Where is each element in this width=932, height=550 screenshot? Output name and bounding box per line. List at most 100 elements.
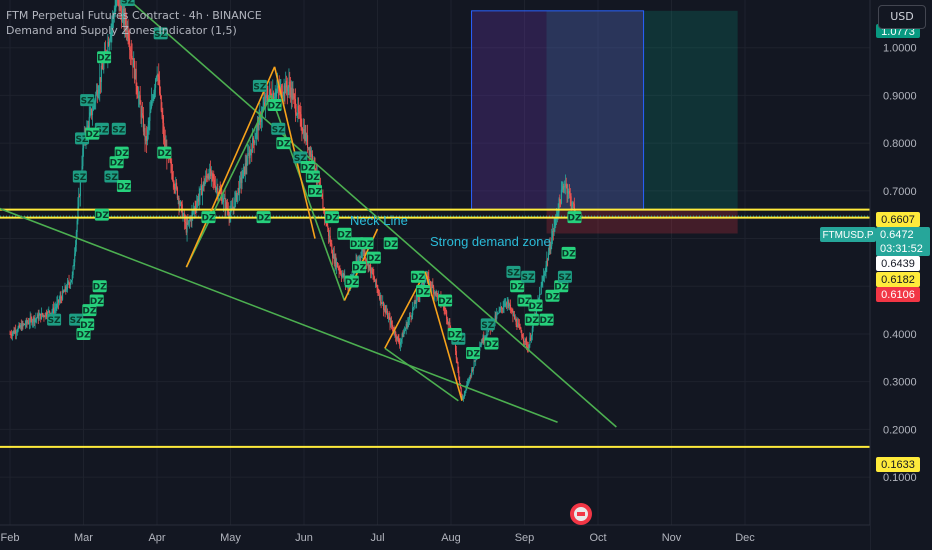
candle-body (407, 322, 409, 328)
zone-label-text: DZ (325, 214, 339, 224)
zone-label-box (276, 137, 291, 150)
candle-body (301, 127, 303, 131)
zone-label-box (92, 280, 107, 293)
candle-body (481, 342, 483, 344)
time-tick-label: Dec (735, 532, 755, 544)
candle-body (132, 58, 134, 68)
zone-label-box (545, 289, 560, 302)
candle-body (468, 376, 470, 382)
candle-body (251, 150, 253, 153)
candle-body (231, 207, 233, 209)
price-tick-label: 0.4000 (883, 329, 917, 341)
candle-body (241, 178, 243, 183)
demand-zone-label: DZ (567, 211, 582, 224)
candle-body (62, 290, 64, 292)
candle-body (36, 317, 38, 319)
candle-body (334, 256, 336, 264)
candle-body (369, 264, 371, 266)
swing-leg-line[interactable] (424, 271, 463, 401)
candle-body (205, 175, 207, 182)
candle-body (352, 274, 354, 276)
zone-label-text: DZ (567, 214, 581, 224)
trend-line[interactable] (0, 196, 558, 423)
candle-body (437, 293, 439, 299)
candle-body (361, 251, 363, 257)
candle-body (566, 184, 568, 194)
demand-zone-label: DZ (201, 211, 216, 224)
candle-body (406, 324, 408, 328)
candle-body (400, 339, 402, 343)
indicator-line[interactable]: Demand and Supply Zones Indicator (1,5) (6, 24, 237, 37)
candle-body (504, 303, 506, 307)
candle-body (512, 311, 514, 316)
supply-zone-label: SZ (80, 94, 95, 107)
demand-zone-label: DZ (410, 270, 425, 283)
trend-line[interactable] (384, 347, 459, 402)
text-annotations[interactable]: Neck Line Strong demand zone (350, 213, 551, 249)
swing-leg-line[interactable] (185, 66, 276, 268)
candle-body (542, 279, 544, 282)
time-axis[interactable]: Feb Mar Apr May Jun Jul Aug Sep Oct Nov Dec (0, 524, 870, 550)
swing-leg-line[interactable] (384, 271, 426, 349)
candle-body (91, 110, 94, 116)
candle-body (501, 307, 503, 309)
candle-body (265, 94, 267, 96)
zone-label-box (116, 180, 131, 193)
candle-body (234, 197, 236, 209)
candle-body (139, 95, 141, 105)
candle-body (67, 281, 69, 283)
candle-body (11, 335, 13, 336)
candle-body (553, 226, 555, 232)
candle-body (403, 332, 405, 337)
zone-label-text: SZ (452, 335, 465, 345)
zone-label-text: SZ (48, 316, 61, 326)
candle-body (197, 198, 199, 204)
candle-body (530, 335, 533, 340)
candle-body (145, 136, 147, 141)
candle-body (273, 97, 275, 99)
zone-label-box (271, 122, 286, 135)
tradingview-logo-icon[interactable] (570, 503, 592, 525)
candle-body (535, 306, 537, 317)
candle-body (102, 69, 104, 70)
candle-body (275, 91, 277, 97)
candle-body (314, 157, 316, 171)
candle-body (480, 342, 482, 345)
candle-body (163, 123, 165, 138)
zone-label-box (47, 313, 62, 326)
zone-label-box (120, 0, 135, 6)
trend-line[interactable] (128, 0, 617, 428)
demand-zone-label: DZ (92, 280, 107, 293)
zone-label-box (308, 184, 323, 197)
candle-body (528, 344, 530, 351)
candle-body (564, 186, 566, 188)
demand-zone-label: DZ (276, 137, 291, 150)
candle-body (433, 292, 436, 294)
candle-body (508, 301, 510, 307)
candle-body (404, 328, 406, 331)
candle-body (341, 274, 343, 277)
long-position-tool[interactable] (471, 10, 738, 234)
neck-line-label[interactable]: Neck Line (350, 213, 408, 228)
demand-zone-label: DZ (97, 51, 112, 64)
candle-body (268, 95, 270, 101)
range-box[interactable] (471, 10, 645, 211)
zone-label-box (410, 270, 425, 283)
symbol-title[interactable]: FTM Perpetual Futures Contract (6, 9, 180, 22)
candle-body (177, 198, 179, 199)
candle-body (35, 318, 37, 320)
candle-body (465, 386, 467, 391)
candle-body (430, 286, 432, 289)
candle-body (416, 295, 418, 303)
horizontal-levels[interactable] (0, 208, 870, 448)
currency-button[interactable]: USD (878, 5, 926, 29)
trend-line[interactable] (185, 95, 272, 268)
countdown-text: 03:31:52 (880, 243, 923, 255)
supply-zone-label: SZ (521, 270, 536, 283)
candle-body (248, 153, 250, 154)
candle-body (198, 196, 200, 202)
candle-body (443, 304, 445, 309)
strong-demand-zone-label[interactable]: Strong demand zone (430, 234, 551, 249)
interval[interactable]: 4h (188, 9, 203, 22)
